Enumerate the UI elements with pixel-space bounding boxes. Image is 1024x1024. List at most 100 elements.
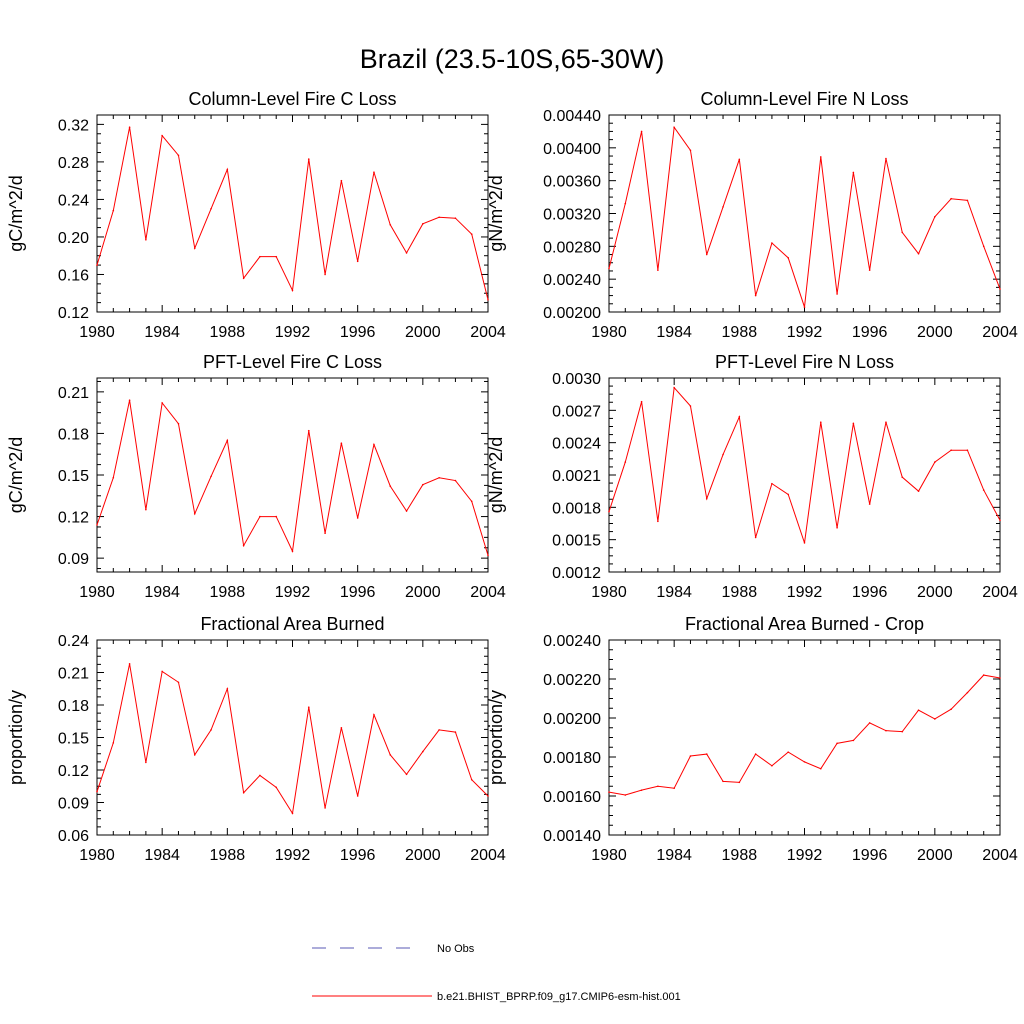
data-point <box>771 482 773 485</box>
y-tick-label: 0.00320 <box>543 207 601 224</box>
chart-panel-3: 1980 1984 1988 1992 1996 2000 2004 0.09 0.12 0.15… <box>6 352 506 601</box>
y-axis-label: gC/m^2/d <box>6 175 26 251</box>
data-point <box>771 242 773 244</box>
data-point <box>438 729 440 731</box>
data-point <box>868 503 871 505</box>
data-point <box>307 706 310 708</box>
data-point <box>754 536 757 539</box>
data-point <box>356 795 359 797</box>
data-point <box>608 791 610 793</box>
data-point <box>324 532 326 534</box>
y-tick-label: 0.00160 <box>543 789 601 806</box>
data-point <box>852 739 855 742</box>
data-point <box>226 439 229 442</box>
x-tick-label: 1996 <box>340 324 376 341</box>
data-point <box>934 215 936 218</box>
data-point <box>673 787 675 789</box>
data-point <box>754 753 757 755</box>
x-tick-label: 1984 <box>144 847 180 864</box>
series-line <box>96 400 489 556</box>
data-point <box>950 449 952 452</box>
y-tick-label: 0.12 <box>58 763 89 780</box>
plot-frame <box>608 114 1001 313</box>
data-point <box>950 197 952 200</box>
data-point <box>689 149 692 152</box>
y-tick-label: 0.0018 <box>552 500 601 517</box>
chart-panel-6: 1980 1984 1988 1992 1996 2000 2004 0.00140 0.001… <box>486 614 1018 864</box>
data-point <box>917 490 920 492</box>
data-point <box>470 500 473 503</box>
data-point <box>307 429 310 432</box>
y-tick-label: 0.00220 <box>543 672 601 689</box>
data-point <box>640 400 643 403</box>
data-point <box>917 252 920 255</box>
legend-label-no-obs: No Obs <box>437 943 475 955</box>
data-point <box>291 550 294 553</box>
y-tick-label: 0.0030 <box>552 371 601 388</box>
x-tick-label: 1984 <box>144 584 180 601</box>
data-point <box>145 508 147 511</box>
data-point <box>177 681 180 684</box>
x-tick-label: 1992 <box>275 847 311 864</box>
data-point <box>259 515 261 518</box>
x-tick-label: 1988 <box>210 584 246 601</box>
data-point <box>836 742 838 745</box>
x-tick-label: 2000 <box>405 324 441 341</box>
data-point <box>754 294 757 297</box>
data-point <box>966 691 969 694</box>
series-line <box>96 127 489 300</box>
data-point <box>640 130 643 133</box>
data-point <box>705 753 708 755</box>
data-point <box>210 729 212 731</box>
y-tick-label: 0.00200 <box>543 305 601 322</box>
x-tick-label: 1984 <box>656 584 692 601</box>
data-point <box>96 524 98 526</box>
x-tick-label: 2000 <box>405 584 441 601</box>
data-point <box>112 476 115 479</box>
data-point <box>210 475 212 478</box>
data-point <box>177 154 180 157</box>
data-point <box>885 729 887 732</box>
y-axis-label: proportion/y <box>486 690 506 785</box>
y-tick-label: 0.00280 <box>543 239 601 256</box>
series-line <box>608 125 1001 308</box>
panel-title: Column-Level Fire N Loss <box>700 89 908 109</box>
data-point <box>161 134 163 137</box>
data-point <box>389 754 392 756</box>
data-point <box>836 527 838 529</box>
data-point <box>177 422 180 425</box>
data-point <box>356 260 359 263</box>
data-point <box>438 476 440 479</box>
y-tick-label: 0.00140 <box>543 828 601 845</box>
data-point <box>624 202 627 205</box>
data-point <box>340 726 343 729</box>
data-point <box>275 786 278 789</box>
data-point <box>454 731 457 733</box>
data-point <box>259 255 261 258</box>
data-point <box>96 790 98 793</box>
data-point <box>771 764 773 767</box>
y-tick-label: 0.00180 <box>543 750 601 767</box>
data-point <box>242 791 245 794</box>
data-point <box>836 293 838 295</box>
y-tick-label: 0.21 <box>58 385 89 402</box>
data-point <box>885 157 887 160</box>
data-point <box>422 483 424 486</box>
plot-frame <box>96 114 489 313</box>
data-point <box>673 126 675 129</box>
data-point <box>608 267 610 270</box>
y-tick-label: 0.06 <box>58 828 89 845</box>
x-tick-label: 2000 <box>917 847 953 864</box>
x-tick-label: 1996 <box>340 584 376 601</box>
data-point <box>819 421 822 423</box>
data-point <box>145 761 147 764</box>
y-tick-label: 0.32 <box>58 117 89 134</box>
x-tick-label: 1984 <box>656 324 692 341</box>
data-point <box>901 231 904 234</box>
data-point <box>405 252 408 254</box>
x-tick-label: 1980 <box>79 324 115 341</box>
data-point <box>787 751 790 753</box>
data-point <box>405 773 408 776</box>
data-point <box>722 780 724 783</box>
data-point <box>852 422 855 425</box>
